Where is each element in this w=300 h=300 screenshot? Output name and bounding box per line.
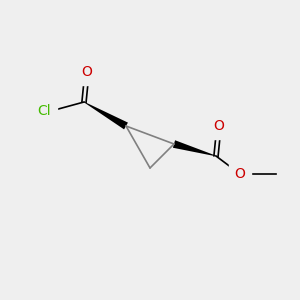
Text: O: O — [235, 167, 245, 181]
Text: O: O — [214, 119, 224, 133]
Polygon shape — [84, 102, 128, 129]
Text: Cl: Cl — [38, 104, 51, 118]
Polygon shape — [173, 140, 216, 156]
Text: O: O — [82, 65, 92, 79]
